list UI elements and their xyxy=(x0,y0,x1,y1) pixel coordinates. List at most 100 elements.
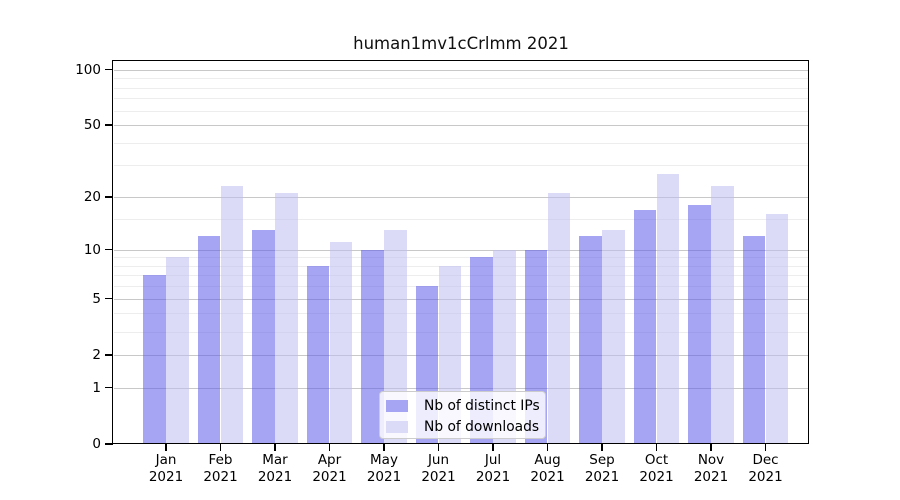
bar-downloads-apr xyxy=(329,242,353,444)
x-tick xyxy=(546,444,549,451)
chart-title: human1mv1cCrlmm 2021 xyxy=(353,34,569,53)
bar-downloads-feb xyxy=(220,186,244,444)
x-tick-label: Oct 2021 xyxy=(625,452,689,486)
distinct-ips-swatch xyxy=(386,400,408,412)
legend-item-distinct-ips: Nb of distinct IPs xyxy=(386,396,545,417)
x-tick-year: 2021 xyxy=(257,469,293,485)
bar-ips-nov xyxy=(688,205,711,444)
x-tick-label: May 2021 xyxy=(352,452,416,486)
x-tick-label: Nov 2021 xyxy=(679,452,743,486)
x-tick-month: Jan xyxy=(155,452,177,468)
x-tick-month: Jul xyxy=(484,452,502,468)
x-tick-label: Sep 2021 xyxy=(570,452,634,486)
bar-downloads-oct xyxy=(656,173,680,444)
y-tick xyxy=(105,443,113,445)
minor-gridline xyxy=(114,142,808,144)
x-tick-year: 2021 xyxy=(421,469,456,485)
x-tick xyxy=(764,444,767,451)
major-gridline xyxy=(114,125,808,126)
x-tick-year: 2021 xyxy=(639,469,674,485)
minor-gridline xyxy=(114,98,808,100)
x-tick-year: 2021 xyxy=(748,469,783,485)
x-tick-month: Mar xyxy=(262,452,288,468)
y-tick xyxy=(105,196,113,198)
y-tick-label: 20 xyxy=(83,189,101,205)
x-tick-label: Mar 2021 xyxy=(243,452,307,486)
x-tick-year: 2021 xyxy=(312,469,347,485)
x-tick-month: Apr xyxy=(317,452,342,468)
bar-downloads-aug xyxy=(547,193,571,444)
legend-item-downloads: Nb of downloads xyxy=(386,417,545,438)
y-tick-label: 2 xyxy=(92,346,101,363)
x-tick-month: Sep xyxy=(589,452,615,468)
minor-gridline xyxy=(114,219,808,221)
bar-ips-dec xyxy=(742,235,766,444)
x-tick-month: Aug xyxy=(534,452,561,468)
y-tick xyxy=(105,124,113,126)
minor-gridline xyxy=(114,110,808,112)
bar-downloads-jan xyxy=(166,257,189,444)
x-tick-label: Jul 2021 xyxy=(461,452,525,486)
x-tick-month: Oct xyxy=(644,452,669,468)
bar-downloads-nov xyxy=(711,186,734,444)
bar-ips-feb xyxy=(197,235,221,444)
x-tick xyxy=(437,444,440,451)
x-tick-year: 2021 xyxy=(693,469,729,485)
y-tick-label: 10 xyxy=(83,241,101,258)
bar-downloads-mar xyxy=(275,193,298,444)
y-tick-label: 50 xyxy=(83,117,101,133)
x-tick xyxy=(328,444,331,451)
bar-ips-mar xyxy=(252,229,275,444)
x-tick-label: Dec 2021 xyxy=(734,452,798,486)
major-gridline xyxy=(114,249,808,251)
bar-ips-jan xyxy=(143,275,166,444)
x-tick-label: Jan 2021 xyxy=(134,452,198,486)
bar-downloads-sep xyxy=(602,229,625,444)
legend-label-distinct-ips: Nb of distinct IPs xyxy=(424,398,540,414)
x-tick xyxy=(165,444,167,451)
y-tick-label: 1 xyxy=(92,379,101,396)
x-tick-year: 2021 xyxy=(366,469,402,485)
x-tick-year: 2021 xyxy=(584,469,620,485)
bar-ips-may xyxy=(361,249,384,444)
legend-label-downloads: Nb of downloads xyxy=(424,419,540,435)
minor-gridline xyxy=(114,87,808,89)
y-tick-label: 5 xyxy=(92,290,101,307)
x-tick xyxy=(219,444,222,451)
bar-ips-oct xyxy=(633,209,657,444)
minor-gridline xyxy=(114,78,808,80)
x-tick-year: 2021 xyxy=(148,469,184,485)
major-gridline xyxy=(114,69,808,71)
y-tick xyxy=(105,387,113,389)
downloads-swatch xyxy=(386,421,408,433)
x-tick-month: May xyxy=(370,452,398,468)
x-tick-label: Jun 2021 xyxy=(407,452,471,486)
x-tick-month: Feb xyxy=(208,452,233,468)
y-tick xyxy=(105,298,113,300)
y-tick-label: 100 xyxy=(75,61,101,78)
bar-downloads-may xyxy=(384,229,407,444)
major-gridline xyxy=(114,197,808,198)
y-tick xyxy=(105,69,113,71)
x-tick-label: Apr 2021 xyxy=(298,452,362,486)
minor-gridline xyxy=(114,165,808,167)
x-tick xyxy=(655,444,658,451)
x-tick-month: Dec xyxy=(752,452,779,468)
x-tick xyxy=(601,444,603,451)
bar-ips-apr xyxy=(306,265,330,444)
legend: Nb of distinct IPs Nb of downloads xyxy=(379,391,546,439)
bar-downloads-dec xyxy=(765,214,789,444)
x-tick xyxy=(274,444,276,451)
x-tick xyxy=(383,444,385,451)
x-tick-label: Aug 2021 xyxy=(516,452,580,486)
x-tick-year: 2021 xyxy=(530,469,565,485)
x-tick xyxy=(492,444,494,451)
y-tick xyxy=(105,248,113,251)
bar-ips-sep xyxy=(579,235,602,444)
x-tick-year: 2021 xyxy=(475,469,511,485)
x-tick-label: Feb 2021 xyxy=(189,452,253,486)
y-tick-label: 0 xyxy=(92,436,101,452)
y-tick xyxy=(105,354,113,356)
x-tick-year: 2021 xyxy=(203,469,238,485)
